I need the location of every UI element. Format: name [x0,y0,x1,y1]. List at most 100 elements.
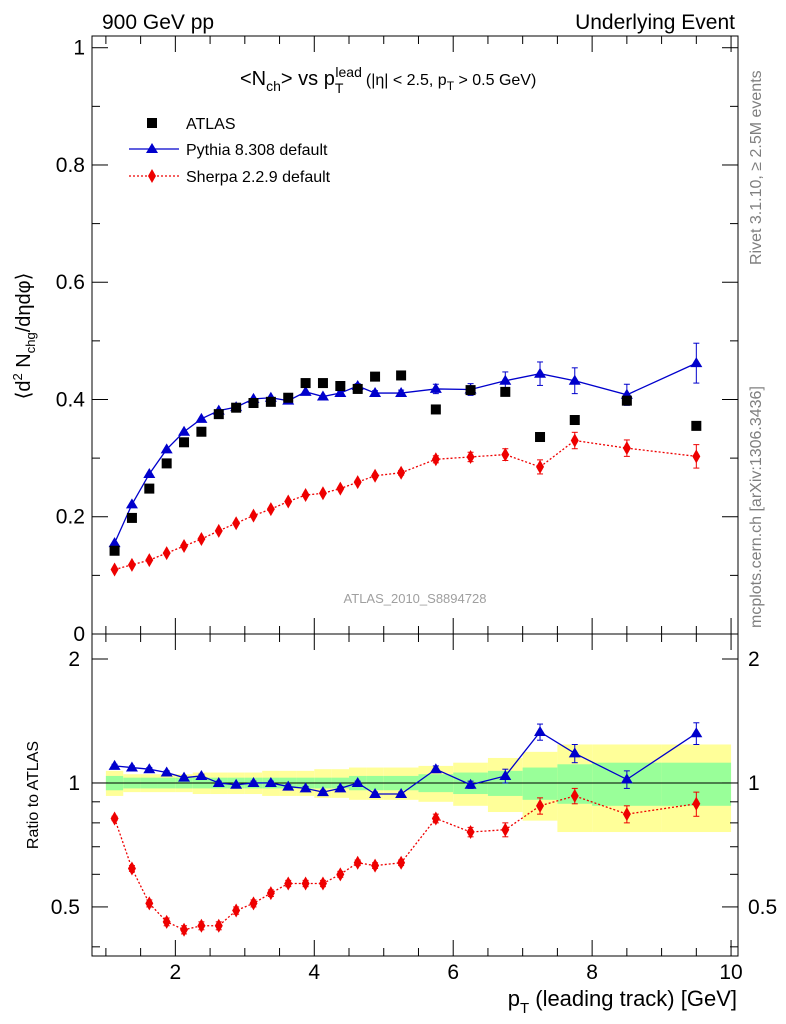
pythia-point [299,385,312,396]
ratio-bands [105,744,732,833]
sherpa-ratio-point [162,914,171,929]
sherpa-point [431,452,440,467]
plot-title-text: <Nch> vs pTlead (|η| < 2.5, pT > 0.5 GeV) [240,64,536,96]
atlas-point [691,420,702,431]
x-axis-label: pT (leading track) [GeV] [508,986,737,1017]
pythia-ratio-point [247,776,260,787]
ratio-y-tick-label: 0.5 [51,896,80,919]
pythia-point [534,367,547,378]
pythia-ratio-point [316,786,329,797]
sherpa-ratio-point [501,822,510,837]
pythia-ratio-point [534,725,547,736]
pythia-ratio-point [160,766,173,777]
pythia-ratio-point [690,727,703,738]
pythia-ratio-point [568,747,581,758]
main-panel-marks [108,342,703,577]
main-y-tick-label: 1 [73,37,85,60]
sherpa-point [249,508,258,523]
pythia-ratio-point [125,761,138,772]
pythia-point [568,374,581,385]
x-tick-label: 8 [586,961,598,984]
atlas-point [621,395,632,406]
pythia-point [369,387,382,398]
atlas-point [196,426,207,437]
legend-label-atlas: ATLAS [186,116,236,133]
sherpa-ratio-point [570,788,579,803]
legend-marker-sherpa [148,169,156,183]
legend-marker-pythia [146,143,158,153]
sherpa-ratio-point [249,896,258,911]
atlas-point [109,545,120,556]
ratio-y-tick-label-right: 0.5 [748,896,777,919]
atlas-point [317,378,328,389]
main-y-tick-label: 0 [73,623,85,646]
pythia-ratio-point [195,769,208,780]
ratio-panel-marks [92,722,738,937]
sherpa-point [110,562,119,577]
sherpa-point [371,468,380,483]
pythia-ratio-point [264,776,277,787]
pythia-ratio-point [369,788,382,799]
sherpa-ratio-point [692,796,701,811]
sherpa-ratio-point [145,896,154,911]
sherpa-point [127,557,136,572]
ratio-panel: 0.5 1 2 0.5 1 2 2 4 6 8 10 [51,633,777,984]
sherpa-ratio-point [622,807,631,822]
ratio-panel-ticks: 0.5 1 2 0.5 1 2 2 4 6 8 10 [51,634,777,984]
sherpa-point [284,494,293,509]
main-y-tick-label: 0.8 [56,154,85,177]
sherpa-ratio-point [397,855,406,870]
sherpa-point [197,532,206,547]
rivet-label: Rivet 3.1.10, ≥ 2.5M events [748,70,765,265]
pythia-ratio-point [620,773,633,784]
pythia-point [499,374,512,385]
pythia-ratio-point [178,771,191,782]
sherpa-point [266,502,275,517]
pythia-point [195,412,208,423]
pythia-point [125,498,138,509]
x-tick-label: 10 [719,961,742,984]
sherpa-ratio-point [431,811,440,826]
sherpa-point [180,539,189,554]
atlas-point [500,386,511,397]
sherpa-point [301,488,310,503]
ratio-y-tick-label-right: 2 [748,648,760,671]
sherpa-ratio-point [536,798,545,813]
pythia-point [316,390,329,401]
analysis-id: ATLAS_2010_S8894728 [344,591,487,606]
sherpa-ratio-point [466,825,475,840]
ratio-panel-frame [91,633,739,957]
legend-label-sherpa: Sherpa 2.2.9 default [186,169,331,186]
ratio-stat-band [522,767,558,800]
atlas-point [335,381,346,392]
pythia-ratio-point [395,788,408,799]
sherpa-ratio-point [284,876,293,891]
sherpa-ratio-point [371,858,380,873]
pythia-ratio-point [464,778,477,789]
sherpa-point [536,459,545,474]
header-right: Underlying Event [575,11,735,34]
sherpa-point [232,516,241,531]
ratio-y-tick-label: 1 [68,772,80,795]
sherpa-ratio-point [197,918,206,933]
legend-label-pythia: Pythia 8.308 default [186,142,328,159]
ratio-y-tick-label: 2 [68,648,80,671]
pythia-ratio-point [108,759,121,770]
plot-title: <Nch> vs pTlead (|η| < 2.5, pT > 0.5 GeV) [240,64,536,96]
sherpa-point [145,553,154,568]
sherpa-line [114,439,697,571]
pythia-point [178,425,191,436]
atlas-point [535,432,546,443]
sherpa-ratio-point [336,867,345,882]
pythia-point [108,537,121,548]
main-y-tick-label: 0.2 [56,506,85,529]
y-axis-label-ratio: Ratio to ATLAS [25,741,42,849]
ratio-y-tick-label-right: 1 [748,772,760,795]
sherpa-point [570,433,579,448]
atlas-point [370,371,381,382]
pythia-ratio-point [282,780,295,791]
atlas-point [265,396,276,407]
pythia-point [160,443,173,454]
pythia-ratio-point [351,776,364,787]
atlas-point [126,512,137,523]
